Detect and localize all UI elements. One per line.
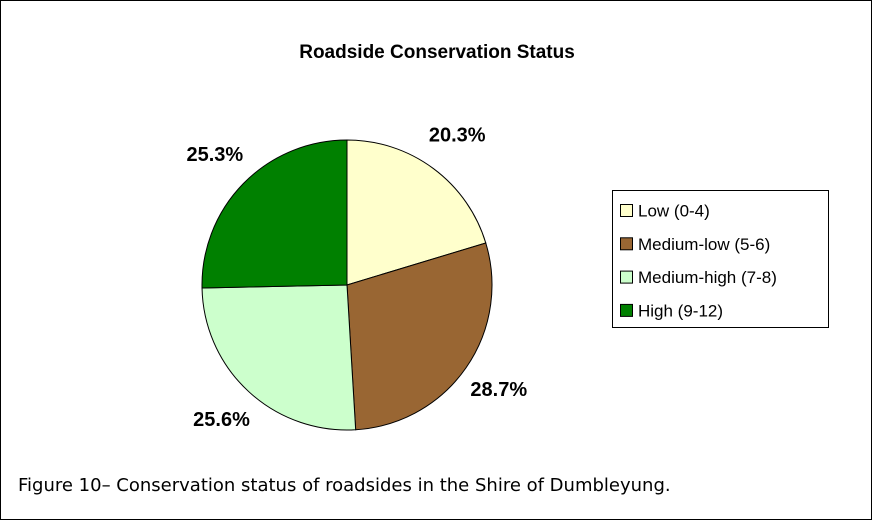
- pie-slice: [346, 139, 487, 286]
- legend-swatch: [620, 270, 633, 284]
- legend-swatch: [620, 303, 633, 317]
- legend-swatch: [620, 204, 633, 217]
- data-label: 25.3%: [186, 144, 243, 166]
- legend-label: Low (0-4): [638, 201, 710, 220]
- chart-title: Roadside Conservation Status: [299, 42, 575, 63]
- legend-label: Medium-low (5-6): [638, 235, 770, 254]
- data-label: 28.7%: [470, 379, 527, 401]
- pie-slice: [201, 139, 348, 289]
- legend-label: High (9-12): [638, 301, 723, 320]
- legend-swatch: [620, 237, 633, 251]
- pie-slice: [201, 284, 357, 431]
- pie-slice: [346, 242, 493, 431]
- data-label: 25.6%: [193, 409, 250, 431]
- legend-box: [612, 190, 829, 328]
- legend-label: Medium-high (7-8): [638, 268, 777, 287]
- data-label: 20.3%: [429, 125, 486, 147]
- caption: Figure 10– Conservation status of roadsi…: [18, 475, 671, 496]
